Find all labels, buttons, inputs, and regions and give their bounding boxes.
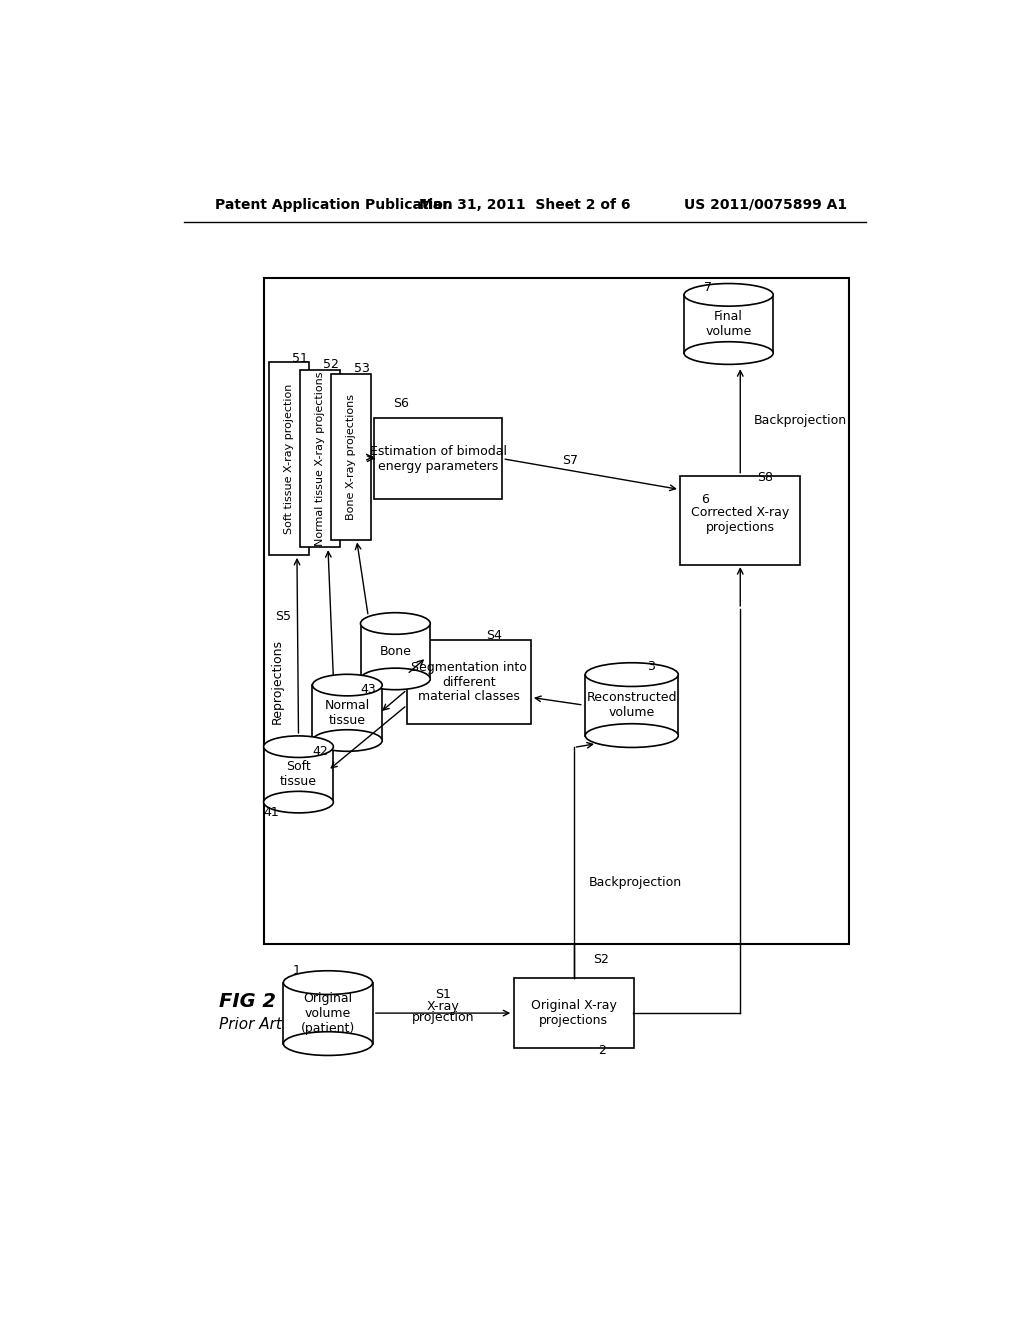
Text: FIG 2: FIG 2 [219, 993, 276, 1011]
Text: Soft
tissue: Soft tissue [280, 760, 317, 788]
Text: Reconstructed
volume: Reconstructed volume [587, 692, 677, 719]
Ellipse shape [284, 970, 373, 994]
Text: Original
volume
(patient): Original volume (patient) [301, 991, 355, 1035]
Text: Original X-ray
projections: Original X-ray projections [530, 999, 616, 1027]
Ellipse shape [360, 612, 430, 635]
Text: Segmentation into
different
material classes: Segmentation into different material cla… [411, 660, 527, 704]
Bar [269, 363, 309, 554]
Bar [514, 978, 634, 1048]
Ellipse shape [312, 675, 382, 696]
Ellipse shape [360, 668, 430, 689]
Text: Bone: Bone [380, 644, 412, 657]
Text: 51: 51 [292, 352, 308, 366]
Bar [586, 675, 678, 735]
Text: Soft tissue X-ray projection: Soft tissue X-ray projection [285, 384, 294, 533]
Bar [374, 418, 502, 499]
Text: Normal
tissue: Normal tissue [325, 698, 370, 727]
Text: 42: 42 [312, 744, 328, 758]
Text: S7: S7 [562, 454, 578, 467]
Text: 1: 1 [293, 964, 301, 977]
Text: Normal tissue X-ray projections: Normal tissue X-ray projections [315, 371, 326, 546]
Text: 3: 3 [647, 660, 655, 673]
Bar [284, 982, 373, 1044]
Text: 43: 43 [360, 684, 376, 696]
Bar [684, 294, 773, 352]
Ellipse shape [263, 792, 334, 813]
Text: Bone X-ray projections: Bone X-ray projections [346, 395, 356, 520]
Text: Mar. 31, 2011  Sheet 2 of 6: Mar. 31, 2011 Sheet 2 of 6 [419, 198, 630, 211]
Ellipse shape [586, 723, 678, 747]
Bar [300, 370, 340, 548]
Text: 52: 52 [324, 358, 339, 371]
Ellipse shape [312, 730, 382, 751]
Text: Prior Art: Prior Art [219, 1018, 283, 1032]
Text: Reprojections: Reprojections [271, 639, 284, 725]
Text: Patent Application Publication: Patent Application Publication [215, 198, 453, 211]
Text: 53: 53 [354, 362, 370, 375]
Text: 6: 6 [701, 492, 710, 506]
Bar [680, 477, 801, 565]
Bar [331, 375, 372, 540]
Text: S8: S8 [758, 471, 773, 484]
Bar [360, 623, 430, 678]
Ellipse shape [684, 342, 773, 364]
Text: Final
volume: Final volume [706, 310, 752, 338]
Text: S2: S2 [593, 953, 609, 966]
Text: X-ray: X-ray [426, 999, 459, 1012]
Text: Corrected X-ray
projections: Corrected X-ray projections [691, 507, 790, 535]
Bar [407, 640, 531, 725]
Text: 7: 7 [703, 281, 712, 294]
Text: S1: S1 [435, 989, 451, 1001]
Text: projection: projection [412, 1011, 474, 1024]
Text: Estimation of bimodal
energy parameters: Estimation of bimodal energy parameters [370, 445, 507, 473]
Ellipse shape [586, 663, 678, 686]
Text: S6: S6 [393, 397, 409, 409]
Text: Backprojection: Backprojection [755, 413, 847, 426]
Text: 41: 41 [263, 807, 280, 820]
Text: Backprojection: Backprojection [589, 875, 682, 888]
Ellipse shape [263, 737, 334, 758]
Bar [263, 277, 849, 944]
Bar [263, 747, 334, 803]
Text: S5: S5 [275, 610, 291, 623]
Text: S4: S4 [486, 630, 502, 643]
Bar [312, 685, 382, 741]
Text: US 2011/0075899 A1: US 2011/0075899 A1 [684, 198, 848, 211]
Ellipse shape [284, 1032, 373, 1056]
Text: 2: 2 [598, 1044, 606, 1056]
Ellipse shape [684, 284, 773, 306]
